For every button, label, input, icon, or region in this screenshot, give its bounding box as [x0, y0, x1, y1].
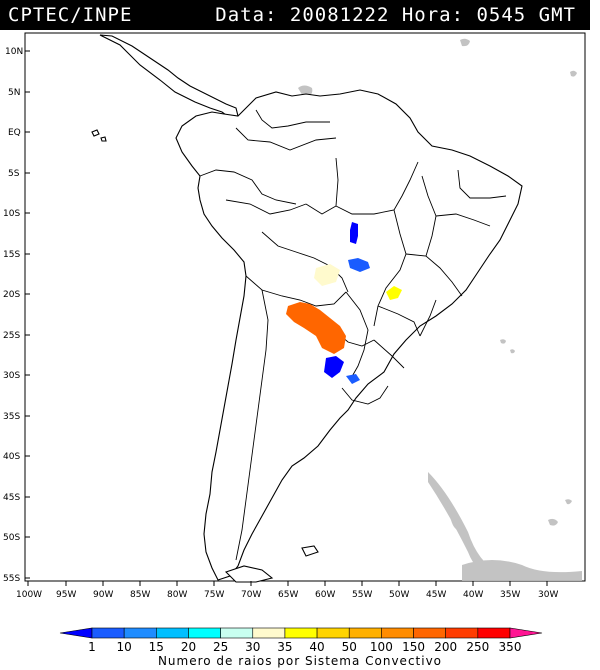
colorbar-segment: [252, 627, 286, 639]
colorbar-tick-label: 30: [245, 640, 261, 654]
lat-label: EQ: [8, 128, 21, 138]
lon-label: 90W: [93, 590, 113, 600]
storm-cell: [286, 302, 346, 354]
colorbar-segment: [59, 627, 93, 639]
lat-label: 35S: [3, 412, 20, 422]
colorbar-segment: [477, 627, 511, 639]
lat-label: 5S: [8, 169, 20, 179]
storm-cell: [386, 286, 402, 300]
lat-axis: 10N 5N EQ 5S 10S 15S 20S 25S 30S 35S 40S…: [3, 47, 30, 584]
lat-label: 5N: [8, 88, 20, 98]
colorbar-segment: [91, 627, 125, 639]
colorbar-segment: [156, 627, 189, 639]
colorbar-tick-label: 200: [434, 640, 458, 654]
lon-label: 65W: [278, 590, 298, 600]
country-borders: [199, 109, 507, 561]
lat-label: 50S: [3, 533, 20, 543]
colorbar-title: Numero de raios por Sistema Convectivo: [157, 654, 443, 668]
colorbar-segment: [220, 627, 254, 639]
colorbar-segment: [509, 627, 543, 639]
datetime-label: Data: 20081222 Hora: 0545 GMT: [215, 4, 576, 26]
colorbar-tick-label: 40: [309, 640, 325, 654]
storm-cell: [346, 374, 360, 384]
lon-label: 60W: [315, 590, 335, 600]
colorbar-segment: [188, 627, 221, 639]
colorbar-tick-label: 1: [88, 640, 96, 654]
colorbar-tick-label: 250: [466, 640, 490, 654]
colorbar-segment: [445, 627, 479, 639]
storm-cell: [314, 264, 340, 286]
lat-label: 20S: [3, 290, 20, 300]
colorbar-tick-label: 15: [148, 640, 164, 654]
storm-cell: [350, 222, 358, 244]
lon-label: 30W: [538, 590, 558, 600]
lon-label: 95W: [56, 590, 76, 600]
coastline: [91, 34, 523, 583]
colorbar-segment: [381, 627, 414, 639]
storm-cell: [348, 258, 370, 272]
colorbar: [59, 627, 543, 639]
lon-label: 50W: [389, 590, 409, 600]
lat-label: 25S: [3, 331, 20, 341]
lon-label: 75W: [204, 590, 224, 600]
colorbar-segment: [284, 627, 318, 639]
lat-label: 45S: [3, 493, 20, 503]
lon-label: 100W: [16, 590, 42, 600]
colorbar-tick-label: 100: [369, 640, 393, 654]
source-label: CPTEC/INPE: [8, 4, 133, 26]
title-bar: CPTEC/INPE Data: 20081222 Hora: 0545 GMT: [0, 0, 590, 30]
colorbar-tick-label: 10: [116, 640, 132, 654]
lon-label: 70W: [241, 590, 261, 600]
colorbar-segment: [316, 627, 350, 639]
colorbar-tick-label: 150: [402, 640, 425, 654]
colorbar-segment: [123, 627, 157, 639]
colorbar-segment: [413, 627, 446, 639]
colorbar-tick-label: 20: [180, 640, 197, 654]
storm-cell: [324, 356, 344, 378]
lon-label: 45W: [426, 590, 446, 600]
lat-label: 15S: [3, 250, 20, 260]
lon-label: 35W: [500, 590, 520, 600]
lon-label: 80W: [167, 590, 187, 600]
lat-label: 55S: [3, 574, 20, 584]
lon-label: 40W: [463, 590, 483, 600]
convective-systems: [286, 222, 402, 384]
colorbar-segment: [348, 627, 382, 639]
colorbar-tick-label: 35: [277, 640, 293, 654]
lat-label: 30S: [3, 371, 20, 381]
colorbar-tick-label: 50: [341, 640, 357, 654]
lat-label: 40S: [3, 452, 20, 462]
lon-axis: 100W 95W 90W 85W 80W 75W 70W 65W 60W 55W…: [16, 581, 558, 600]
lat-label: 10S: [3, 209, 20, 219]
lon-label: 55W: [352, 590, 372, 600]
colorbar-tick-label: 25: [212, 640, 229, 654]
lat-label: 10N: [5, 47, 23, 57]
colorbar-tick-label: 350: [498, 640, 522, 654]
lon-label: 85W: [130, 590, 150, 600]
map-panel: 10N 5N EQ 5S 10S 15S 20S 25S 30S 35S 40S…: [3, 32, 586, 600]
